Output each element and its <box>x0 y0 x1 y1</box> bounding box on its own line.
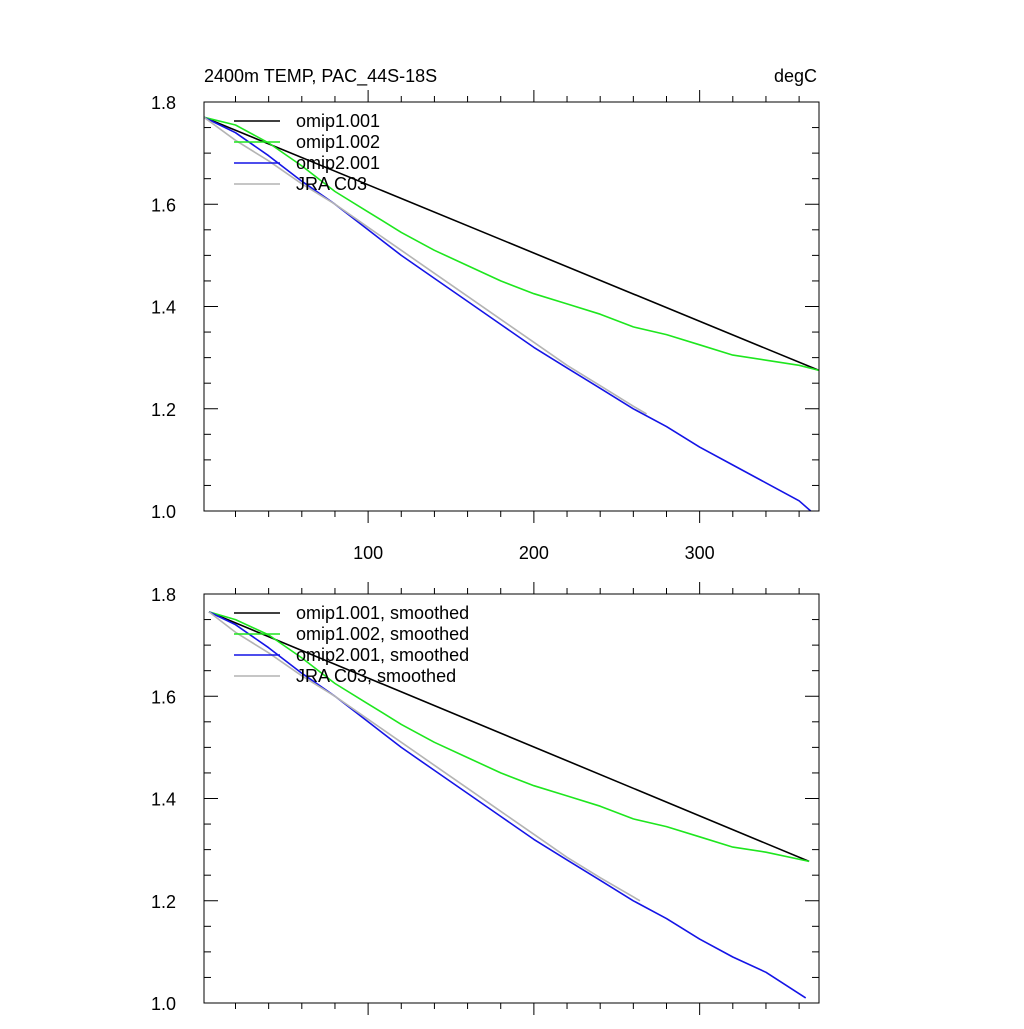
chart-panel-bottom: 1.0 1.2 1.4 1.6 1.8 omip1.001, smoothedomip1.… <box>151 582 820 1015</box>
series-line-jra-c03 <box>208 611 641 902</box>
y-tick-label: 1.8 <box>151 585 176 605</box>
x-tick-label: 300 <box>685 543 715 563</box>
series-line-omip1-002 <box>208 611 810 863</box>
units-label: degC <box>774 66 817 86</box>
x-tick-label: 200 <box>519 543 549 563</box>
legend-label: omip2.001, smoothed <box>296 645 469 665</box>
y-tick-label: 1.2 <box>151 400 176 420</box>
y-tick-label: 1.4 <box>151 790 176 810</box>
legend-label: omip2.001 <box>296 153 380 173</box>
x-tick-label: 100 <box>353 543 383 563</box>
y-tick-label: 1.0 <box>151 994 176 1014</box>
series-line-jra-c03 <box>203 116 648 415</box>
y-tick-label: 1.2 <box>151 892 176 912</box>
series-line-omip1-002 <box>203 116 820 372</box>
legend-label: JRA C03, smoothed <box>296 666 456 686</box>
y-tick-label: 1.8 <box>151 93 176 113</box>
series-line-omip1-001 <box>203 116 820 372</box>
series-line-omip2-001 <box>203 116 812 512</box>
legend-label: omip1.002 <box>296 132 380 152</box>
chart-panel-top: 1.0 1.2 1.4 1.6 1.8 100 200 300 2400m TEMP, PAC_… <box>151 66 820 563</box>
series-line-omip2-001 <box>208 611 807 999</box>
y-tick-label: 1.6 <box>151 687 176 707</box>
legend-label: omip1.001, smoothed <box>296 603 469 623</box>
y-tick-label: 1.4 <box>151 298 176 318</box>
legend-label: JRA C03 <box>296 174 367 194</box>
chart-title: 2400m TEMP, PAC_44S-18S <box>204 66 437 87</box>
series-line-omip1-001 <box>208 611 810 863</box>
y-tick-label: 1.0 <box>151 502 176 522</box>
legend-label: omip1.001 <box>296 111 380 131</box>
y-tick-label: 1.6 <box>151 195 176 215</box>
legend-label: omip1.002, smoothed <box>296 624 469 644</box>
